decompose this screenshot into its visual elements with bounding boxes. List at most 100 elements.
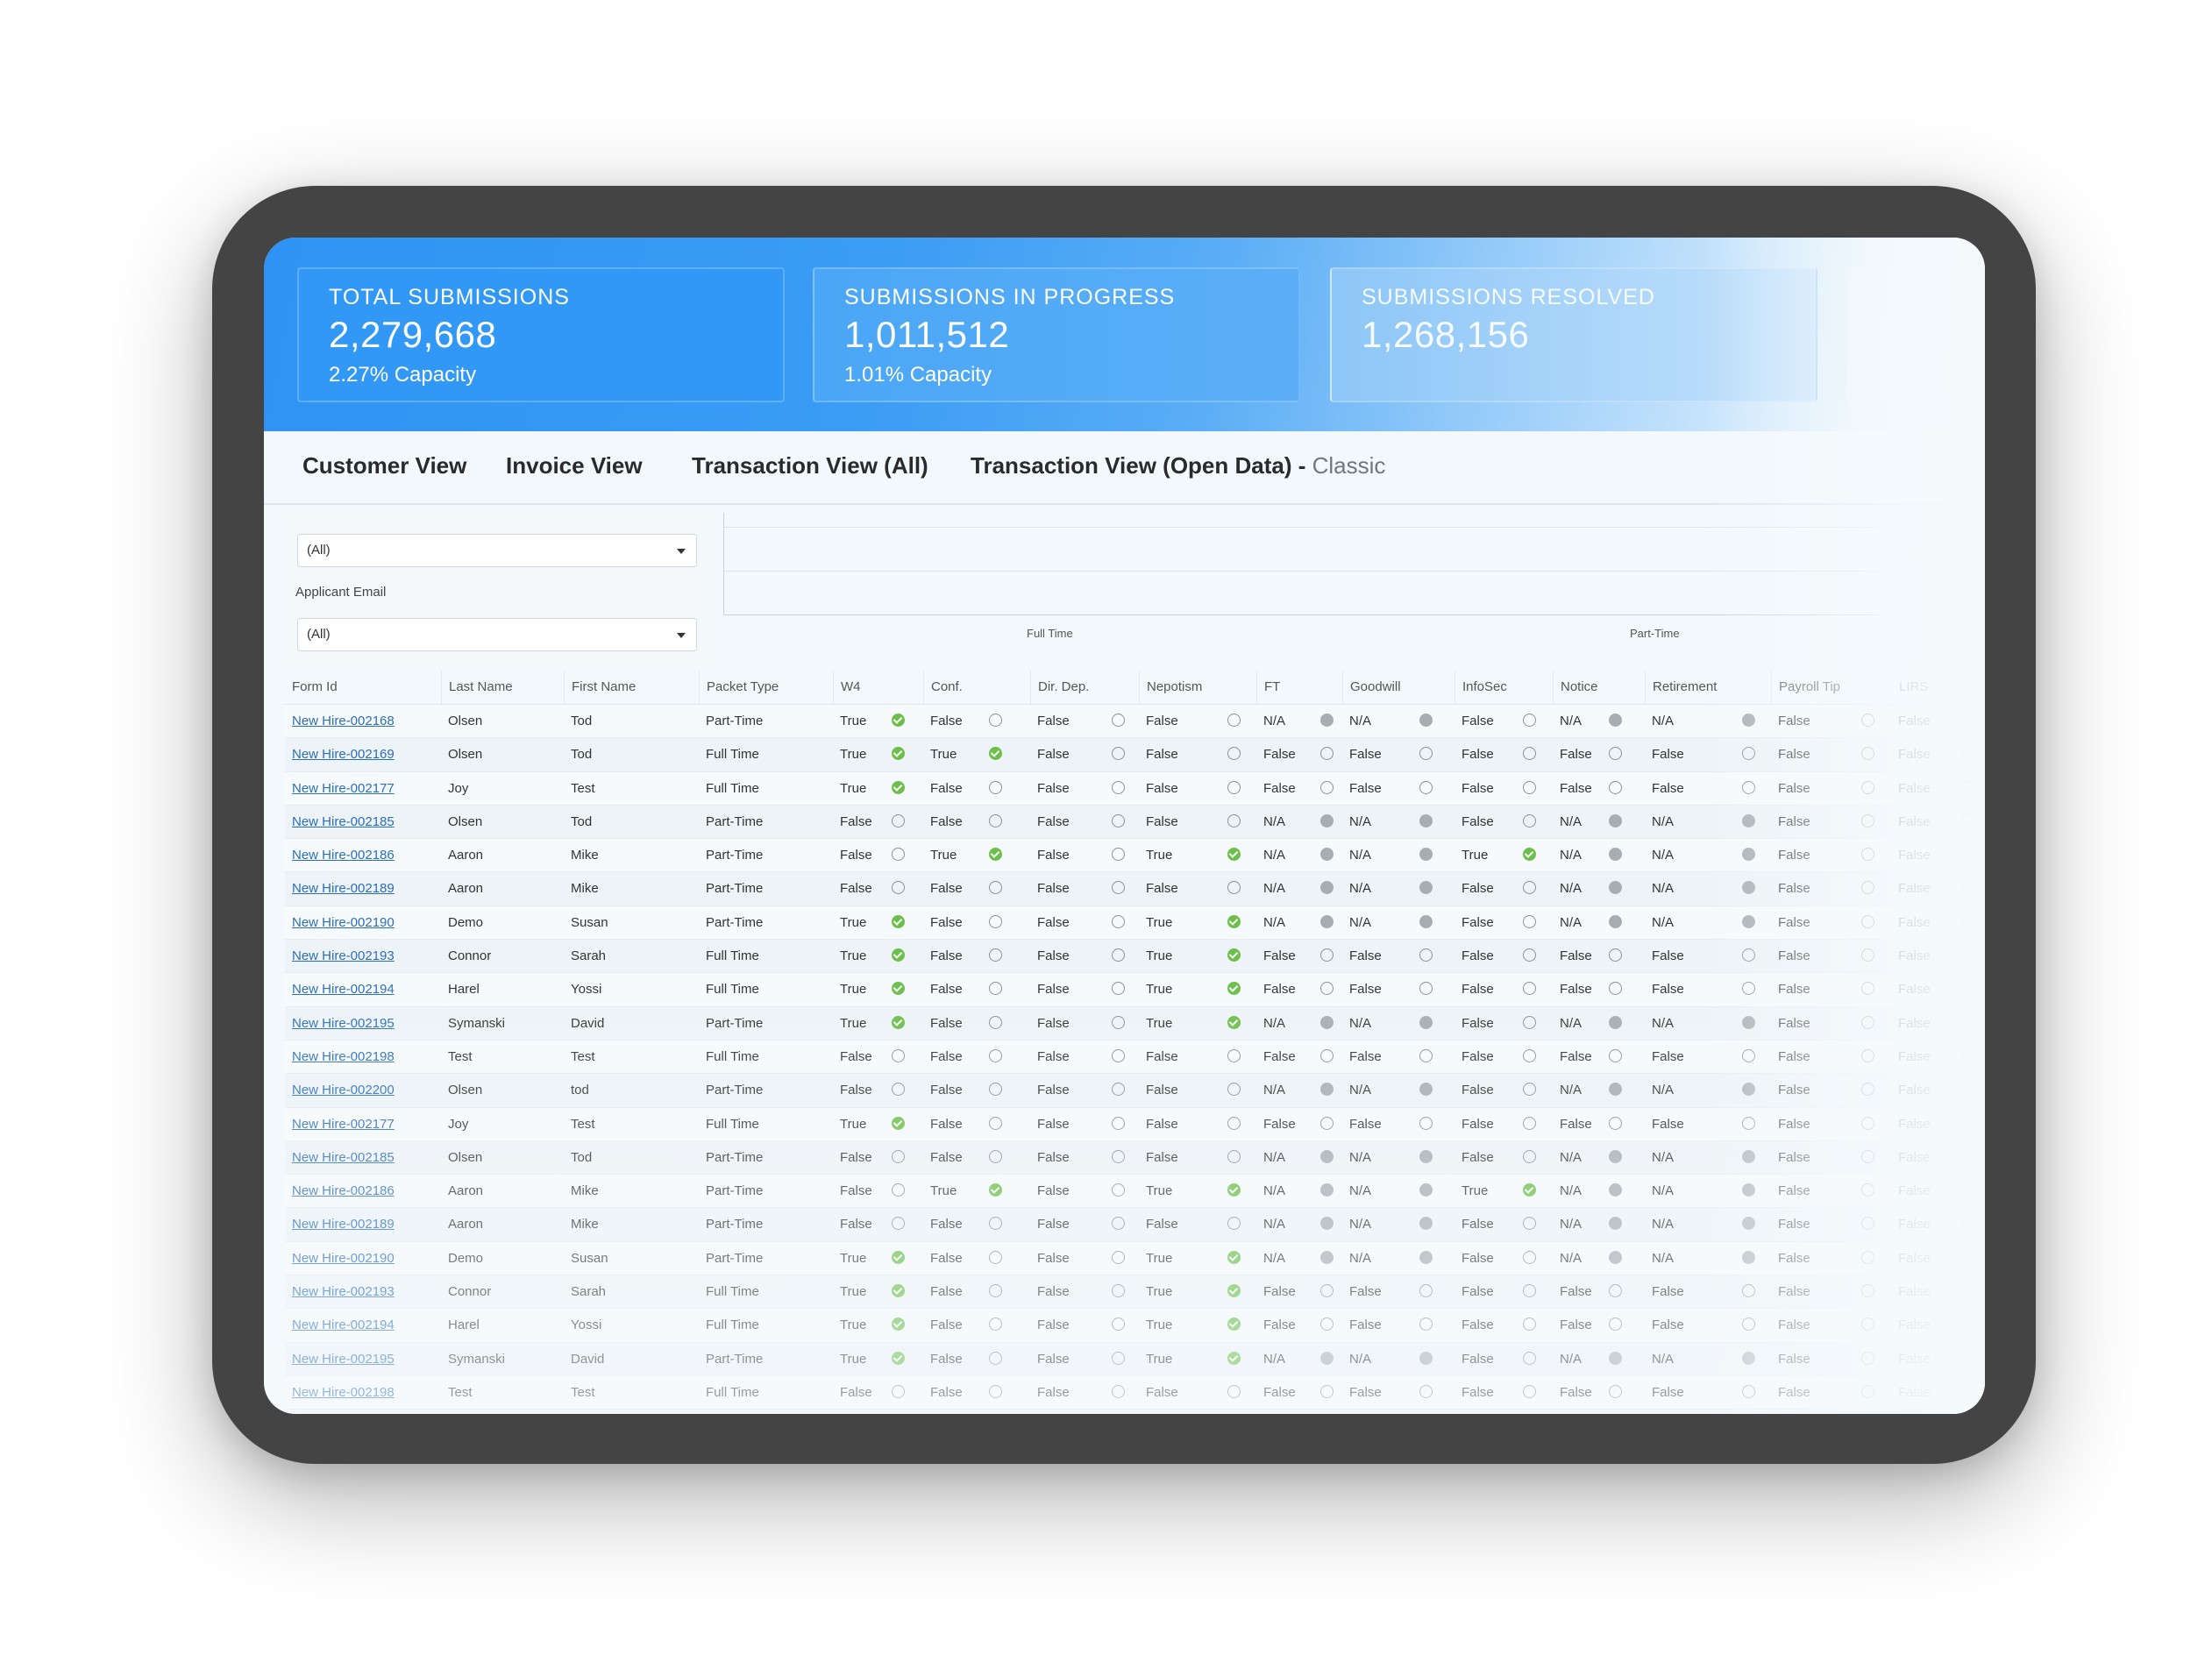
cell-form-id[interactable]: New Hire-002186 (285, 1175, 441, 1207)
form-id-link[interactable]: New Hire-002189 (292, 881, 395, 897)
column-header-ft[interactable]: FT (1256, 671, 1342, 704)
table-row[interactable]: New Hire-002193 Connor Sarah Full Time True F… (285, 1275, 1985, 1310)
column-header-conf[interactable]: Conf. (923, 671, 1030, 704)
column-header-form-id[interactable]: Form Id (292, 679, 338, 694)
kpi-total-submissions[interactable]: TOTAL SUBMISSIONS 2,279,668 2.27% Capaci… (297, 267, 785, 402)
column-header-packet-type[interactable]: Packet Type (699, 671, 833, 704)
cell-form-id[interactable]: New Hire-002194 (285, 1309, 441, 1341)
cell-form-id[interactable]: New Hire-002186 (285, 839, 441, 871)
form-id-link[interactable]: New Hire-002185 (292, 813, 395, 829)
applicant-email-select[interactable]: (All) (297, 618, 697, 651)
cell-form-id[interactable]: New Hire-002169 (285, 738, 441, 771)
cell-form-id[interactable]: New Hire-002189 (285, 872, 441, 905)
select-value: (All) (307, 627, 331, 642)
filter-select[interactable]: (All) (297, 534, 697, 567)
cell-form-id[interactable]: New Hire-002193 (285, 940, 441, 972)
tab-customer-view[interactable]: Customer View (302, 452, 466, 479)
table-row[interactable]: New Hire-002169 Olsen Tod Full Time True True… (285, 738, 1985, 772)
form-id-link[interactable]: New Hire-002177 (292, 1116, 395, 1132)
column-header-dir-dep[interactable]: Dir. Dep. (1030, 671, 1139, 704)
form-id-link[interactable]: New Hire-002190 (292, 914, 395, 930)
table-row[interactable]: New Hire-002195 Symanski David Part-Time Tru… (285, 1006, 1985, 1041)
table-row[interactable]: New Hire-002198 Test Test Full Time False Fal… (285, 1040, 1985, 1075)
table-row[interactable]: New Hire-002193 Connor Sarah Full Time True F… (285, 940, 1985, 974)
table-row[interactable]: New Hire-002190 Demo Susan Part-Time True Fal… (285, 906, 1985, 941)
cell-form-id[interactable]: New Hire-002185 (285, 806, 441, 838)
column-header-first-name[interactable]: First Name (564, 671, 699, 704)
empty-circle-icon (1320, 1384, 1334, 1398)
kpi-submissions-in-progress[interactable]: SUBMISSIONS IN PROGRESS 1,011,512 1.01% … (813, 267, 1300, 402)
table-row[interactable]: New Hire-002194 Harel Yossi Full Time True Fa… (285, 1309, 1985, 1343)
cell-form-id[interactable]: New Hire-002190 (285, 906, 441, 939)
table-row[interactable]: New Hire-002194 Harel Yossi Full Time True Fa… (285, 973, 1985, 1007)
empty-circle-icon (1961, 948, 1974, 962)
column-header-payroll-tip[interactable]: Payroll Tip (1771, 671, 1891, 704)
cell-form-id[interactable]: New Hire-002168 (285, 705, 441, 737)
cell-first-name: tod (564, 1074, 699, 1106)
table-row[interactable]: New Hire-002168 Olsen Tod Part-Time True Fals… (285, 705, 1985, 739)
table-row[interactable]: New Hire-002189 Aaron Mike Part-Time False Fa… (285, 872, 1985, 906)
form-id-link[interactable]: New Hire-002186 (292, 848, 395, 863)
table-row[interactable]: New Hire-002198 Test Test Full Time False Fal… (285, 1375, 1985, 1410)
column-header-lirs[interactable]: LIRS (1891, 671, 1985, 704)
table-row[interactable]: New Hire-002195 Symanski David Part-Time Tru… (285, 1342, 1985, 1376)
column-header-last-name[interactable]: Last Name (441, 671, 564, 704)
empty-circle-icon (1861, 1116, 1874, 1130)
kpi-submissions-resolved[interactable]: SUBMISSIONS RESOLVED 1,268,156 (1330, 267, 1817, 402)
cell-form-id[interactable]: New Hire-002195 (285, 1343, 441, 1375)
table-row[interactable]: New Hire-002177 Joy Test Full Time True False… (285, 1107, 1985, 1141)
form-id-link[interactable]: New Hire-002195 (292, 1015, 395, 1031)
form-id-link[interactable]: New Hire-002185 (292, 1149, 395, 1165)
cell-w4: True (833, 1007, 923, 1040)
cell-form-id[interactable]: New Hire-002185 (285, 1141, 441, 1174)
form-id-link[interactable]: New Hire-002198 (292, 1384, 395, 1400)
table-row[interactable]: New Hire-002190 Demo Susan Part-Time True Fal… (285, 1241, 1985, 1276)
check-circle-icon (892, 714, 905, 727)
cell-form-id[interactable]: New Hire-002198 (285, 1376, 441, 1409)
cell-form-id[interactable]: New Hire-002177 (285, 1108, 441, 1140)
cell-value: False (1037, 982, 1070, 998)
cell-form-id[interactable]: New Hire-002200 (285, 1410, 441, 1414)
form-id-link[interactable]: New Hire-002186 (292, 1183, 395, 1199)
column-header-nepotism[interactable]: Nepotism (1139, 671, 1256, 704)
column-header-goodwill[interactable]: Goodwill (1342, 671, 1455, 704)
table-row[interactable]: New Hire-002189 Aaron Mike Part-Time False Fa… (285, 1208, 1985, 1242)
table-row[interactable]: New Hire-002185 Olsen Tod Part-Time False Fal… (285, 1140, 1985, 1175)
cell-form-id[interactable]: New Hire-002194 (285, 973, 441, 1005)
cell-goodwill: False (1342, 973, 1455, 1005)
column-header-notice[interactable]: Notice (1553, 671, 1645, 704)
cell-form-id[interactable]: New Hire-002177 (285, 772, 441, 805)
cell-value: False (1146, 1116, 1178, 1132)
cell-form-id[interactable]: New Hire-002189 (285, 1208, 441, 1240)
column-header-infosec[interactable]: InfoSec (1455, 671, 1553, 704)
table-row[interactable]: New Hire-002186 Aaron Mike Part-Time False Tr… (285, 839, 1985, 873)
table-row[interactable]: New Hire-002177 Joy Test Full Time True False… (285, 771, 1985, 806)
table-row[interactable]: New Hire-002200OlsentodPart-TimeFalseFal… (285, 1410, 1985, 1414)
cell-form-id[interactable]: New Hire-002195 (285, 1007, 441, 1040)
column-header-w4[interactable]: W4 (833, 671, 923, 704)
form-id-link[interactable]: New Hire-002177 (292, 780, 395, 796)
form-id-link[interactable]: New Hire-002194 (292, 1318, 395, 1333)
form-id-link[interactable]: New Hire-002195 (292, 1351, 395, 1367)
form-id-link[interactable]: New Hire-002168 (292, 714, 395, 728)
tab-invoice-view[interactable]: Invoice View (506, 452, 643, 479)
tab-transaction-view-open-data[interactable]: Transaction View (Open Data) - Classic (971, 452, 1385, 479)
form-id-link[interactable]: New Hire-002200 (292, 1083, 395, 1098)
tab-transaction-view-all[interactable]: Transaction View (All) (692, 452, 928, 479)
cell-form-id[interactable]: New Hire-002198 (285, 1041, 441, 1073)
form-id-link[interactable]: New Hire-002190 (292, 1250, 395, 1266)
form-id-link[interactable]: New Hire-002169 (292, 747, 395, 763)
cell-form-id[interactable]: New Hire-002193 (285, 1275, 441, 1308)
empty-circle-icon (1961, 1250, 1974, 1264)
column-header-retirement[interactable]: Retirement (1645, 671, 1771, 704)
cell-form-id[interactable]: New Hire-002200 (285, 1074, 441, 1106)
form-id-link[interactable]: New Hire-002193 (292, 1284, 395, 1300)
cell-form-id[interactable]: New Hire-002190 (285, 1242, 441, 1275)
table-row[interactable]: New Hire-002185 Olsen Tod Part-Time False Fal… (285, 805, 1985, 840)
form-id-link[interactable]: New Hire-002194 (292, 982, 395, 998)
form-id-link[interactable]: New Hire-002189 (292, 1217, 395, 1232)
form-id-link[interactable]: New Hire-002193 (292, 948, 395, 964)
form-id-link[interactable]: New Hire-002198 (292, 1048, 395, 1064)
table-row[interactable]: New Hire-002186 Aaron Mike Part-Time False Tr… (285, 1175, 1985, 1209)
